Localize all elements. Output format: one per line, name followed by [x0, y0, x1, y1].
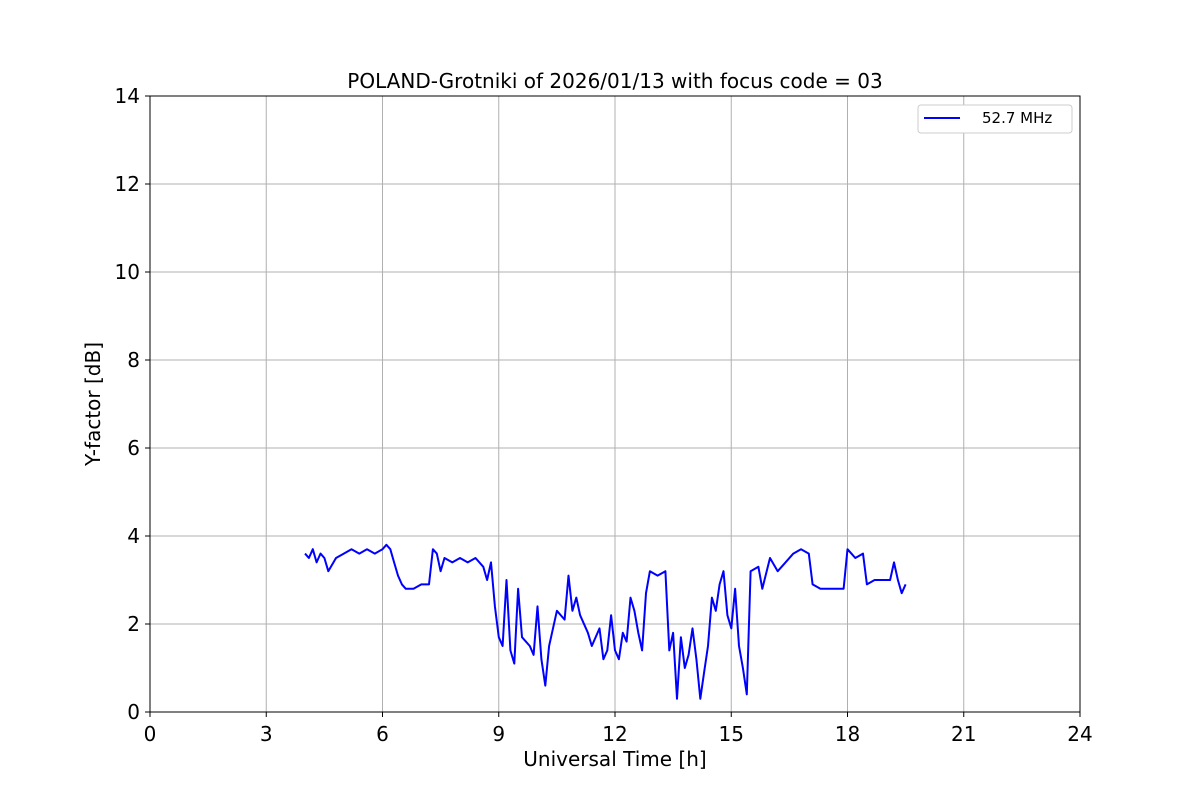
y-tick-label: 0	[127, 700, 140, 724]
y-tick-label: 6	[127, 436, 140, 460]
chart-title: POLAND-Grotniki of 2026/01/13 with focus…	[347, 69, 882, 93]
y-tick-label: 8	[127, 348, 140, 372]
x-tick-label: 9	[492, 722, 505, 746]
x-tick-label: 0	[144, 722, 157, 746]
plot-area	[149, 95, 1081, 713]
series-line-52-7-mhz	[304, 543, 907, 700]
legend-box	[917, 104, 1073, 134]
y-tick-label: 2	[127, 612, 140, 636]
series-layer	[304, 543, 907, 700]
x-tick-label: 6	[376, 722, 389, 746]
x-tick-label: 21	[951, 722, 976, 746]
x-tick-label: 18	[835, 722, 860, 746]
x-axis: 0 3 6 9 12 15 18 21 24	[144, 712, 1093, 746]
legend: 52.7 MHz	[917, 104, 1073, 134]
x-tick-label: 24	[1067, 722, 1092, 746]
y-tick-label: 12	[115, 172, 140, 196]
x-gridlines	[149, 96, 1081, 712]
legend-label-52-7-mhz: 52.7 MHz	[982, 109, 1052, 127]
x-tick-label: 12	[602, 722, 627, 746]
x-axis-title: Universal Time [h]	[523, 747, 706, 771]
x-tick-label: 3	[260, 722, 273, 746]
y-tick-label: 10	[115, 260, 140, 284]
y-axis: 0 2 4 6 8 10 12 14	[115, 84, 150, 724]
y-axis-title: Y-factor [dB]	[81, 342, 105, 467]
y-tick-label: 4	[127, 524, 140, 548]
x-tick-label: 15	[719, 722, 744, 746]
y-tick-label: 14	[115, 84, 140, 108]
